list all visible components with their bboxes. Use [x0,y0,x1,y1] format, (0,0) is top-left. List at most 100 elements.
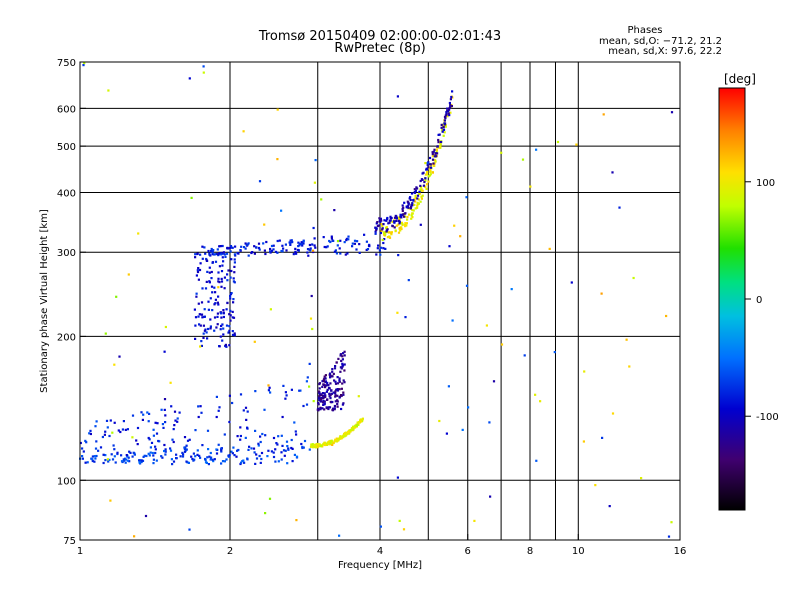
y-tick-label: 200 [57,332,76,343]
data-point [308,362,311,365]
data-point [401,223,404,226]
data-point [149,446,152,449]
data-point [535,459,538,462]
data-point [284,449,287,452]
data-point [106,426,109,429]
data-point [132,451,135,454]
data-point [220,449,223,452]
data-point [225,308,228,311]
data-point [230,450,233,453]
data-point [259,435,262,438]
data-point [417,192,421,195]
data-point [188,528,191,531]
data-point [152,454,155,457]
data-point [254,462,257,465]
data-point [427,166,430,169]
data-point [146,411,149,414]
data-point [228,325,231,328]
data-point [229,297,232,300]
data-point [313,181,316,184]
data-point [400,221,404,224]
data-point [221,264,224,267]
data-point [366,248,370,251]
data-point [356,240,359,243]
data-point [412,209,415,212]
data-point [280,451,283,454]
data-point [272,451,275,454]
y-tick-label: 750 [57,58,76,69]
data-point [322,380,325,383]
phases-x-stats: mean, sd,X: 97.6, 22.2 [608,46,722,57]
data-point [322,236,325,239]
data-point [124,461,127,464]
data-point [276,251,279,254]
data-point [136,443,139,446]
data-point [393,220,396,223]
data-point [418,190,421,193]
data-point [322,395,325,398]
data-point [399,222,402,225]
data-point [342,393,345,396]
data-point [310,443,313,446]
data-point [438,419,441,423]
data-point [323,443,327,447]
data-point [330,439,333,442]
data-point [439,143,442,146]
data-point [222,327,225,330]
data-point [327,386,331,390]
data-point [242,409,245,412]
data-point [204,328,207,331]
data-point [226,273,229,276]
data-point [416,206,419,209]
data-point [172,440,175,444]
data-point [330,237,333,240]
data-point [246,426,249,429]
data-point [319,398,323,401]
data-point [104,454,107,457]
data-point [308,448,311,451]
data-point [428,163,432,166]
data-point [353,425,356,428]
data-point [308,248,311,251]
data-point [197,405,200,408]
data-point [376,247,379,250]
data-point [431,151,434,154]
data-point [81,455,84,458]
data-point [406,215,409,219]
data-point [84,439,87,442]
data-point [442,128,445,131]
data-point [420,178,423,181]
data-point [429,170,432,173]
data-point [640,477,643,480]
x-tick-label: 1 [77,546,83,557]
data-point [335,437,338,440]
data-point [321,385,324,388]
data-point [352,425,355,428]
data-point [331,368,334,371]
data-point [442,125,445,129]
data-point [206,270,209,273]
data-point [415,186,418,189]
data-point [219,328,222,331]
y-tick-label: 75 [63,536,76,547]
data-point [447,107,450,110]
data-point [608,505,611,508]
data-point [353,239,357,242]
data-point [277,460,280,463]
data-point [332,407,335,410]
data-point [133,535,136,538]
data-point [312,226,315,230]
data-point [434,152,437,155]
data-point [290,388,293,391]
data-point [94,457,97,460]
data-point [110,453,113,456]
data-point [141,418,144,421]
data-point [317,402,320,405]
data-point [406,200,409,203]
data-point [431,158,435,161]
data-point [416,204,419,207]
data-point [116,451,119,454]
data-point [121,428,124,431]
data-point [224,255,227,258]
data-point [236,449,239,452]
